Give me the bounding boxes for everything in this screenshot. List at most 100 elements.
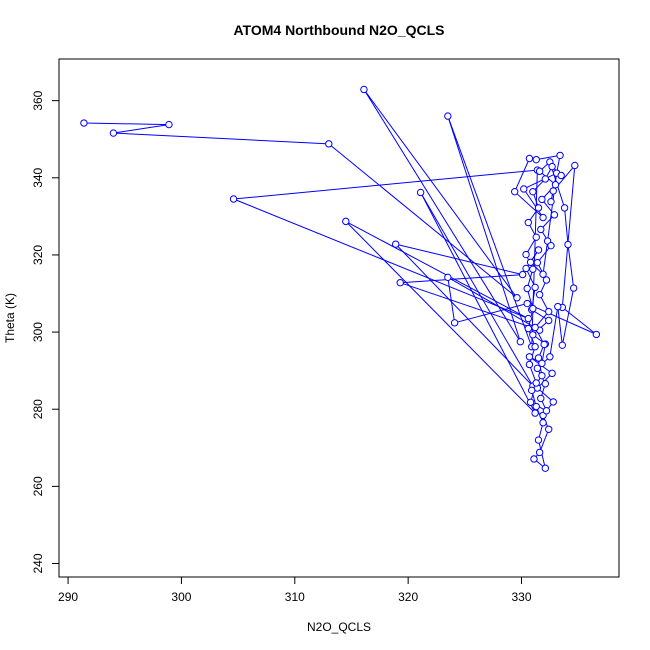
x-tick-label: 330 [511, 590, 531, 604]
data-point [542, 276, 551, 284]
series-line-segment [328, 143, 518, 299]
series-line-segment [557, 306, 563, 346]
data-point [531, 283, 539, 292]
x-tick-label: 300 [171, 590, 191, 604]
data-point [532, 155, 540, 164]
series-line-segment [514, 158, 530, 192]
series-line-segment [564, 207, 569, 245]
data-point [556, 151, 564, 160]
data-point [545, 316, 553, 325]
data-point [535, 290, 544, 299]
data-point [538, 359, 546, 368]
data-point [539, 419, 547, 427]
x-tick-label: 320 [398, 590, 418, 604]
data-point [545, 425, 553, 433]
data-point [538, 195, 546, 204]
data-point [524, 218, 533, 227]
data-point [542, 407, 551, 415]
series-line-segment [420, 192, 534, 387]
data-point [529, 265, 537, 273]
data-point [229, 195, 238, 203]
y-axis: 240 260 280 300 320 340 360 [31, 90, 60, 574]
series-line-segment [561, 165, 576, 308]
data-point [531, 323, 539, 332]
series-group [80, 85, 601, 472]
series-line-segment [395, 243, 534, 387]
series-line-segment [363, 89, 518, 299]
data-point [592, 330, 601, 339]
data-point [548, 369, 556, 378]
y-tick-label: 300 [31, 322, 45, 342]
data-point [391, 240, 400, 248]
series-line-segment [514, 191, 544, 218]
x-axis: 290 300 310 320 330 [58, 576, 532, 604]
data-point [522, 250, 530, 259]
series-line-segment [454, 303, 528, 324]
data-point [533, 364, 542, 373]
data-point [109, 129, 118, 137]
data-point [549, 398, 557, 406]
plot-frame [58, 58, 620, 578]
data-point [531, 343, 539, 351]
data-point [545, 307, 553, 316]
series-line-segment [395, 243, 523, 276]
chart-title: ATOM4 Northbound N2O_QCLS [233, 22, 444, 38]
data-point [165, 120, 173, 129]
series-line-segment [447, 276, 540, 331]
data-point [532, 233, 540, 241]
data-point [541, 175, 550, 183]
series-line-segment [400, 282, 540, 331]
data-point [558, 341, 567, 349]
data-point [450, 319, 459, 327]
data-point [537, 394, 545, 403]
series-line-segment [447, 277, 456, 323]
series-line-segment [549, 306, 559, 357]
series-line-segment [420, 192, 536, 414]
data-point [547, 241, 555, 250]
data-point [524, 324, 533, 333]
data-point [518, 270, 527, 279]
series-line-segment [526, 303, 597, 335]
y-tick-label: 260 [31, 476, 45, 496]
y-tick-label: 320 [31, 245, 45, 265]
series-line-segment [561, 288, 575, 346]
x-axis-label: N2O_QCLS [307, 620, 371, 634]
series-line-segment [562, 307, 597, 335]
data-point [444, 273, 452, 282]
data-point [535, 448, 544, 457]
data-point [526, 258, 535, 266]
data-point [525, 360, 534, 369]
data-point [540, 340, 548, 349]
y-tick-label: 360 [31, 90, 45, 110]
series-line-segment [447, 115, 533, 347]
data-point [533, 258, 542, 267]
data-point [80, 119, 88, 127]
y-tick-label: 340 [31, 167, 45, 187]
series-line-segment [523, 172, 557, 190]
data-point [534, 354, 543, 362]
data-point [535, 167, 544, 175]
data-point [528, 386, 536, 395]
data-point [523, 284, 531, 293]
x-tick-label: 290 [58, 590, 78, 604]
data-point [529, 187, 537, 196]
data-point [530, 455, 538, 463]
data-point [571, 161, 579, 170]
series-line-segment [536, 154, 561, 161]
data-point [523, 299, 531, 308]
data-point [537, 225, 545, 234]
data-point [532, 402, 540, 411]
series-line-segment [539, 429, 550, 453]
series-line-segment [345, 220, 529, 320]
series-line-segment [400, 274, 523, 284]
data-point [541, 380, 550, 388]
series-line-segment [345, 221, 536, 414]
data-point [396, 279, 404, 287]
x-tick-label: 310 [285, 590, 305, 604]
data-point [524, 314, 533, 323]
data-point [520, 185, 528, 193]
data-point [549, 187, 557, 195]
series-line-segment [83, 122, 169, 126]
series-line-segment [113, 132, 329, 145]
data-point [548, 162, 556, 171]
